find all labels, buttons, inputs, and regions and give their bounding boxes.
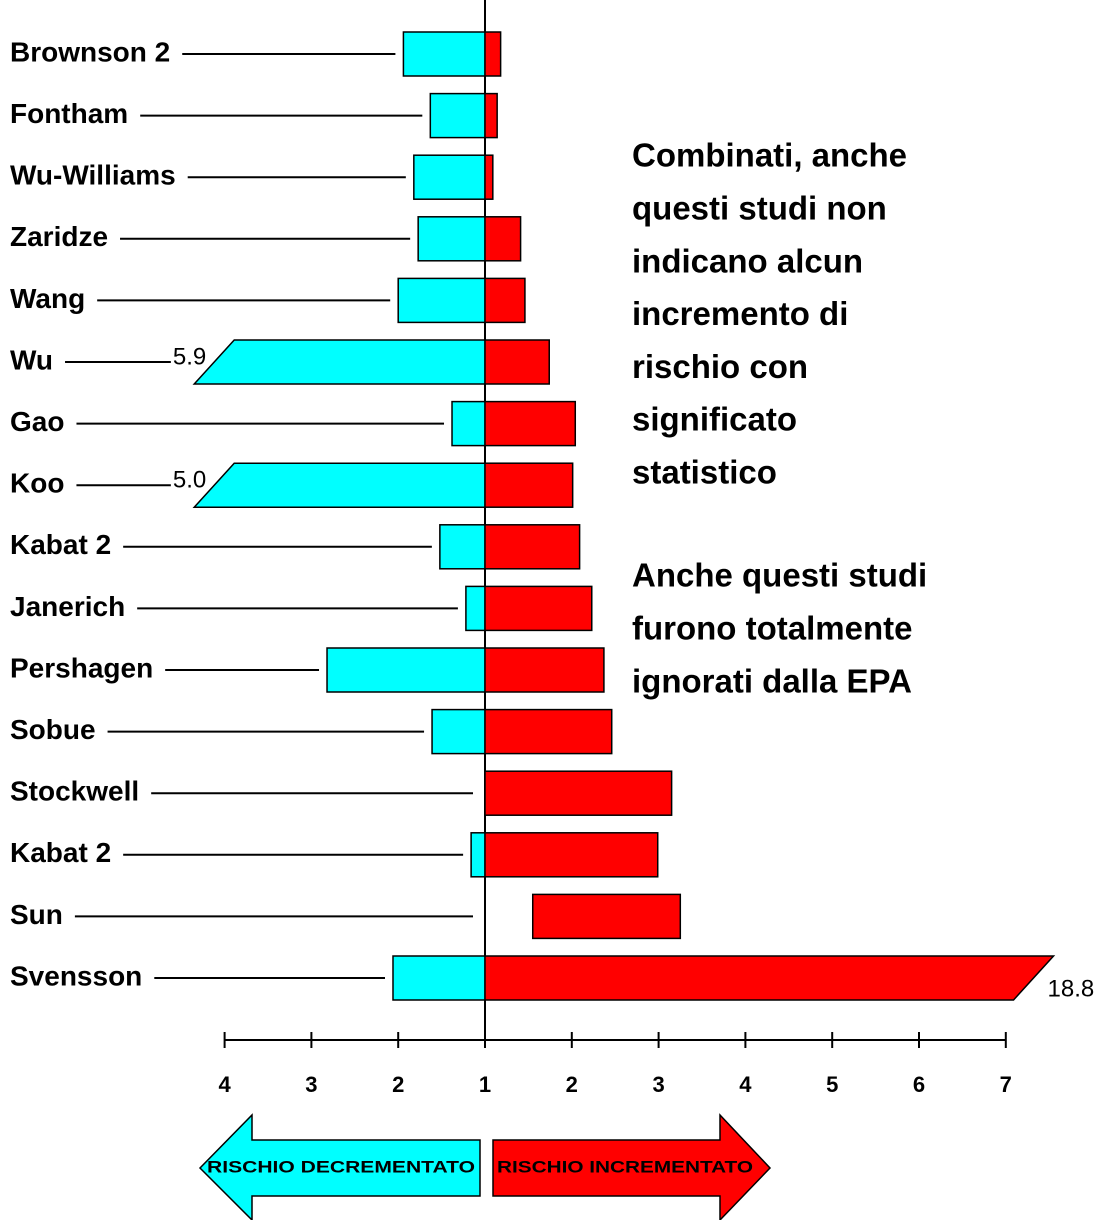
- tick-label: 6: [913, 1072, 925, 1097]
- category-label: Stockwell: [10, 776, 139, 807]
- category-label: Gao: [10, 406, 64, 437]
- annotation: ignorati dalla EPA: [632, 662, 912, 699]
- annotation: Anche questi studi: [632, 557, 927, 594]
- tick-label: 4: [739, 1072, 752, 1097]
- bar-increase: [484, 585, 593, 632]
- category-label: Wu: [10, 344, 53, 375]
- category-label: Wang: [10, 283, 85, 314]
- bar-decrease: [326, 647, 486, 693]
- category-label: Zaridze: [10, 221, 108, 252]
- value-label: 5.9: [173, 343, 206, 370]
- arrow-label: RISCHIO INCREMENTATO: [497, 1157, 753, 1176]
- bar-increase: [484, 216, 522, 262]
- category-label: Wu-Williams: [10, 160, 176, 191]
- bar-increase: [484, 400, 577, 447]
- annotation: questi studi non: [632, 190, 887, 227]
- tick-label: 3: [652, 1072, 664, 1097]
- category-label: Pershagen: [10, 652, 153, 683]
- bar-increase: [484, 154, 494, 200]
- bar-decrease: [413, 154, 486, 200]
- bar-decrease: [417, 216, 486, 262]
- category-label: Fontham: [10, 98, 128, 129]
- category-label: Sun: [10, 899, 63, 930]
- bar-increase: [484, 277, 526, 324]
- arrow: [492, 1113, 772, 1220]
- bar-increase: [531, 893, 682, 940]
- bar-increase: [484, 31, 502, 77]
- bar-increase: [484, 339, 550, 385]
- bar-increase: [484, 955, 1056, 1001]
- category-label: Sobue: [10, 714, 96, 745]
- tick-label: 5: [826, 1072, 838, 1097]
- bar-increase: [484, 524, 581, 570]
- category-label: Svensson: [10, 960, 142, 991]
- bar-decrease: [402, 31, 486, 77]
- tick-label: 3: [305, 1072, 317, 1097]
- annotation: significato: [632, 401, 797, 438]
- value-label: 5.0: [173, 467, 206, 494]
- category-label: Brownson 2: [10, 36, 170, 67]
- bar-decrease: [470, 832, 486, 878]
- bar-decrease: [429, 92, 486, 139]
- tick-label: 2: [392, 1072, 404, 1097]
- tick-label: 1: [479, 1072, 491, 1097]
- annotation: furono totalmente: [632, 610, 912, 647]
- category-label: Kabat 2: [10, 529, 111, 560]
- tick-label: 7: [1000, 1072, 1012, 1097]
- bar-increase: [484, 708, 613, 755]
- annotation: Combinati, anche: [632, 137, 907, 174]
- bar-increase: [484, 832, 659, 878]
- annotation: indicano alcun: [632, 242, 863, 279]
- tick-label: 4: [218, 1072, 231, 1097]
- bar-decrease: [451, 400, 486, 447]
- bar-decrease: [192, 462, 486, 508]
- arrow: [198, 1113, 481, 1220]
- category-label: Kabat 2: [10, 837, 111, 868]
- bar-decrease: [397, 277, 486, 324]
- bar-decrease: [465, 585, 486, 632]
- bar-decrease: [431, 708, 486, 755]
- bar-decrease: [192, 339, 486, 385]
- value-label: 18.8: [1048, 975, 1095, 1002]
- category-label: Koo: [10, 468, 64, 499]
- arrow-label: RISCHIO DECREMENTATO: [207, 1157, 475, 1176]
- tick-label: 2: [566, 1072, 578, 1097]
- bar-decrease: [439, 524, 486, 570]
- annotation: rischio con: [632, 348, 808, 385]
- bar-increase: [484, 92, 498, 139]
- bar-increase: [484, 647, 605, 693]
- bar-increase: [484, 770, 673, 816]
- bar-increase: [484, 462, 574, 508]
- annotation: incremento di: [632, 295, 848, 332]
- annotation: statistico: [632, 454, 777, 491]
- category-label: Janerich: [10, 591, 125, 622]
- bar-decrease: [392, 955, 486, 1001]
